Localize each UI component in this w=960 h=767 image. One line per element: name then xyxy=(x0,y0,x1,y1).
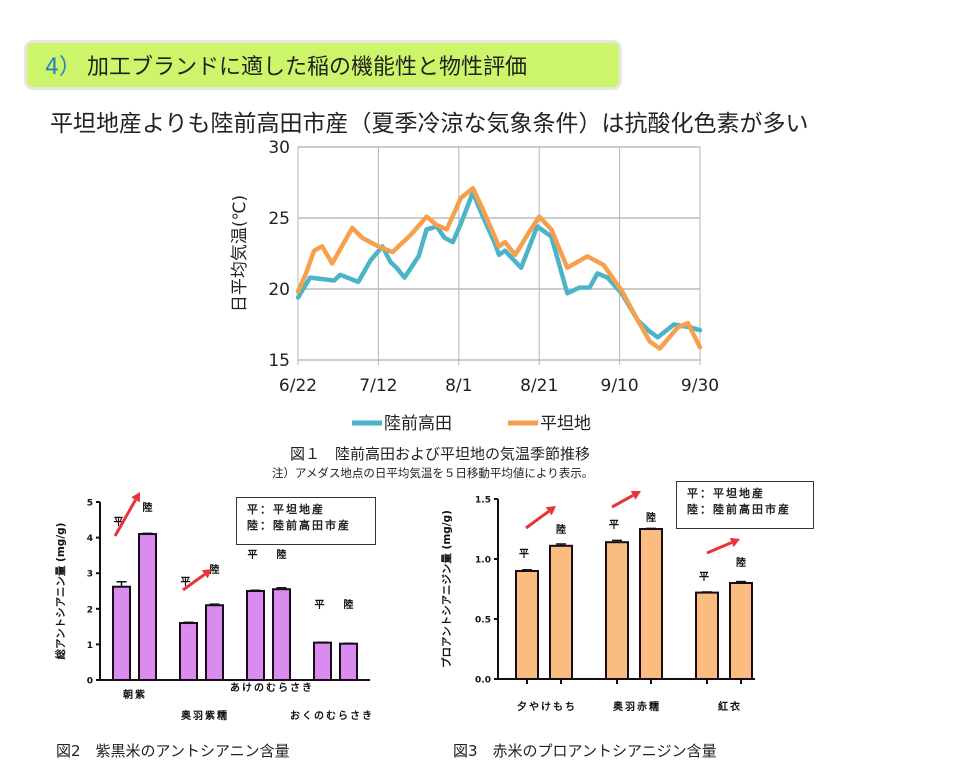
bar-label-heitan: 平 xyxy=(519,548,529,560)
y-axis-label: 日平均気温(℃) xyxy=(230,195,250,312)
fig3-legend-line-rikuzen: 陸：陸前高田市産 xyxy=(687,503,791,516)
y-tick-label: 1.5 xyxy=(475,496,491,506)
increase-arrow-head xyxy=(630,490,641,500)
bar-rikuzen xyxy=(138,533,157,682)
bar-heitan xyxy=(695,591,719,680)
fig2-legend-line-heitan: 平：平坦地産 xyxy=(247,503,325,516)
x-tick-label: 9/10 xyxy=(601,376,639,396)
y-tick-label: 25 xyxy=(268,209,290,229)
category-label: 朝紫 xyxy=(123,688,147,701)
bar-label-heitan: 平 xyxy=(609,519,619,531)
y-tick-label: 0.0 xyxy=(475,676,491,686)
bar-label-heitan: 平 xyxy=(248,549,258,561)
fig3-legend-line-heitan: 平：平坦地産 xyxy=(687,487,765,500)
y-axis-label: 総アントシアニン量 (mg/g) xyxy=(54,523,67,660)
fig2-caption: 図2 紫黒米のアントシアニン含量 xyxy=(56,742,290,760)
bar-label-heitan: 平 xyxy=(315,599,325,611)
bar-label-rikuzen: 陸 xyxy=(210,563,220,576)
bar-rikuzen xyxy=(549,544,573,680)
bar-rikuzen xyxy=(272,588,291,681)
y-tick-label: 30 xyxy=(268,138,290,158)
headline: 平坦地産よりも陸前高田市産（夏季冷涼な気象条件）は抗酸化色素が多い xyxy=(50,111,809,137)
fig1-caption: 図１ 陸前高田および平坦地の気温季節推移 xyxy=(290,445,591,463)
bar-heitan xyxy=(246,590,265,681)
bar-heitan xyxy=(313,641,332,681)
y-tick-label: 2 xyxy=(87,605,93,615)
fig3-caption: 図3 赤米のプロアントシアニジン含量 xyxy=(453,742,717,760)
bar-label-heitan: 平 xyxy=(114,516,124,528)
series-line-heitanchi xyxy=(295,185,703,351)
legend-label: 陸前高田 xyxy=(384,414,452,434)
y-tick-label: 3 xyxy=(87,570,93,580)
bar-rikuzen xyxy=(729,582,753,680)
series-line-rikuzentakata xyxy=(295,190,703,340)
increase-arrow xyxy=(706,541,733,555)
y-tick-label: 1.0 xyxy=(475,556,491,566)
y-tick-label: 20 xyxy=(268,280,290,300)
x-tick-label: 8/21 xyxy=(520,376,558,396)
bar-label-rikuzen: 陸 xyxy=(277,548,287,561)
y-tick-label: 1 xyxy=(87,641,93,651)
fig2-legend-line-rikuzen: 陸：陸前高田市産 xyxy=(247,519,351,532)
category-label: 夕やけもち xyxy=(517,700,577,713)
bar-rikuzen xyxy=(639,528,663,680)
fig1-note: 注）アメダス地点の日平均気温を５日移動平均値により表示。 xyxy=(272,466,594,480)
bar-label-heitan: 平 xyxy=(181,576,191,588)
temperature-line-chart: 15 20 25 30 6/22 7/12 8/1 8/21 9/10 9/30 日平均気温(℃) 陸… xyxy=(230,138,719,434)
increase-arrow xyxy=(525,510,550,530)
bar-label-rikuzen: 陸 xyxy=(344,598,354,611)
increase-arrow-head xyxy=(545,506,556,516)
category-label: 奥羽紫糯 xyxy=(181,709,229,722)
bar-rikuzen xyxy=(205,604,224,681)
x-tick-label: 6/22 xyxy=(279,376,317,396)
increase-arrow xyxy=(113,499,137,537)
category-label: 紅衣 xyxy=(718,700,742,713)
legend-label: 平坦地 xyxy=(540,414,591,434)
increase-arrow-head xyxy=(729,537,740,548)
bar-rikuzen xyxy=(339,642,358,682)
y-tick-label: 15 xyxy=(268,351,290,371)
x-tick-label: 8/1 xyxy=(445,376,472,396)
bar-label-heitan: 平 xyxy=(699,571,709,583)
y-axis-label: プロアントシアニジン量 (mg/g) xyxy=(440,510,453,668)
y-tick-label: 0.5 xyxy=(475,616,491,626)
bar-label-rikuzen: 陸 xyxy=(736,556,746,569)
increase-arrow-head xyxy=(201,569,212,579)
section-title: 加工ブランドに適した稲の機能性と物性評価 xyxy=(87,55,528,80)
section-number: 4） xyxy=(45,55,81,80)
fig3-legend: 平：平坦地産 陸：陸前高田市産 xyxy=(676,481,814,529)
x-tick-label: 9/30 xyxy=(681,376,719,396)
y-tick-label: 5 xyxy=(87,499,93,509)
bar-heitan xyxy=(605,541,629,681)
category-label: 奥羽赤糯 xyxy=(613,700,661,713)
fig2-legend: 平：平坦地産 陸：陸前高田市産 xyxy=(236,497,376,545)
bar-label-rikuzen: 陸 xyxy=(143,501,153,514)
increase-arrow-head xyxy=(131,492,140,503)
bar-heitan xyxy=(179,622,198,681)
category-label: あけのむらさき xyxy=(230,681,314,694)
bar-heitan xyxy=(112,585,131,681)
increase-arrow xyxy=(182,573,206,592)
increase-arrow xyxy=(611,494,634,509)
section-title-bar: 4） 加工ブランドに適した稲の機能性と物性評価 xyxy=(27,43,619,87)
y-tick-label: 0 xyxy=(87,677,93,687)
x-tick-label: 7/12 xyxy=(359,376,397,396)
bar-label-rikuzen: 陸 xyxy=(646,511,656,524)
y-tick-label: 4 xyxy=(87,534,93,544)
category-label: おくのむらさき xyxy=(290,710,374,722)
bar-heitan xyxy=(515,570,539,680)
bar-label-rikuzen: 陸 xyxy=(556,523,566,536)
